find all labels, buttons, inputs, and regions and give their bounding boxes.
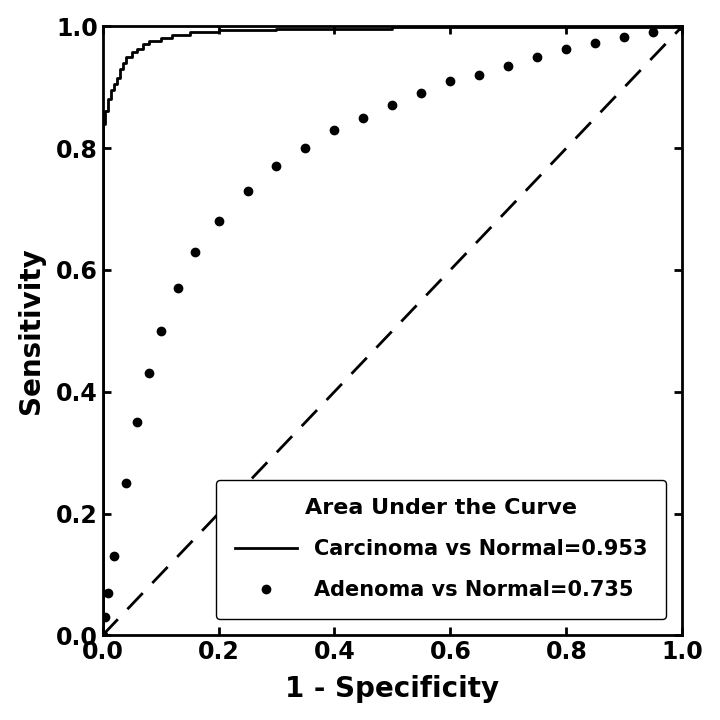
Legend: Carcinoma vs Normal=0.953, Adenoma vs Normal=0.735: Carcinoma vs Normal=0.953, Adenoma vs No… (216, 480, 666, 619)
X-axis label: 1 - Specificity: 1 - Specificity (285, 675, 500, 703)
Y-axis label: Sensitivity: Sensitivity (17, 248, 45, 414)
